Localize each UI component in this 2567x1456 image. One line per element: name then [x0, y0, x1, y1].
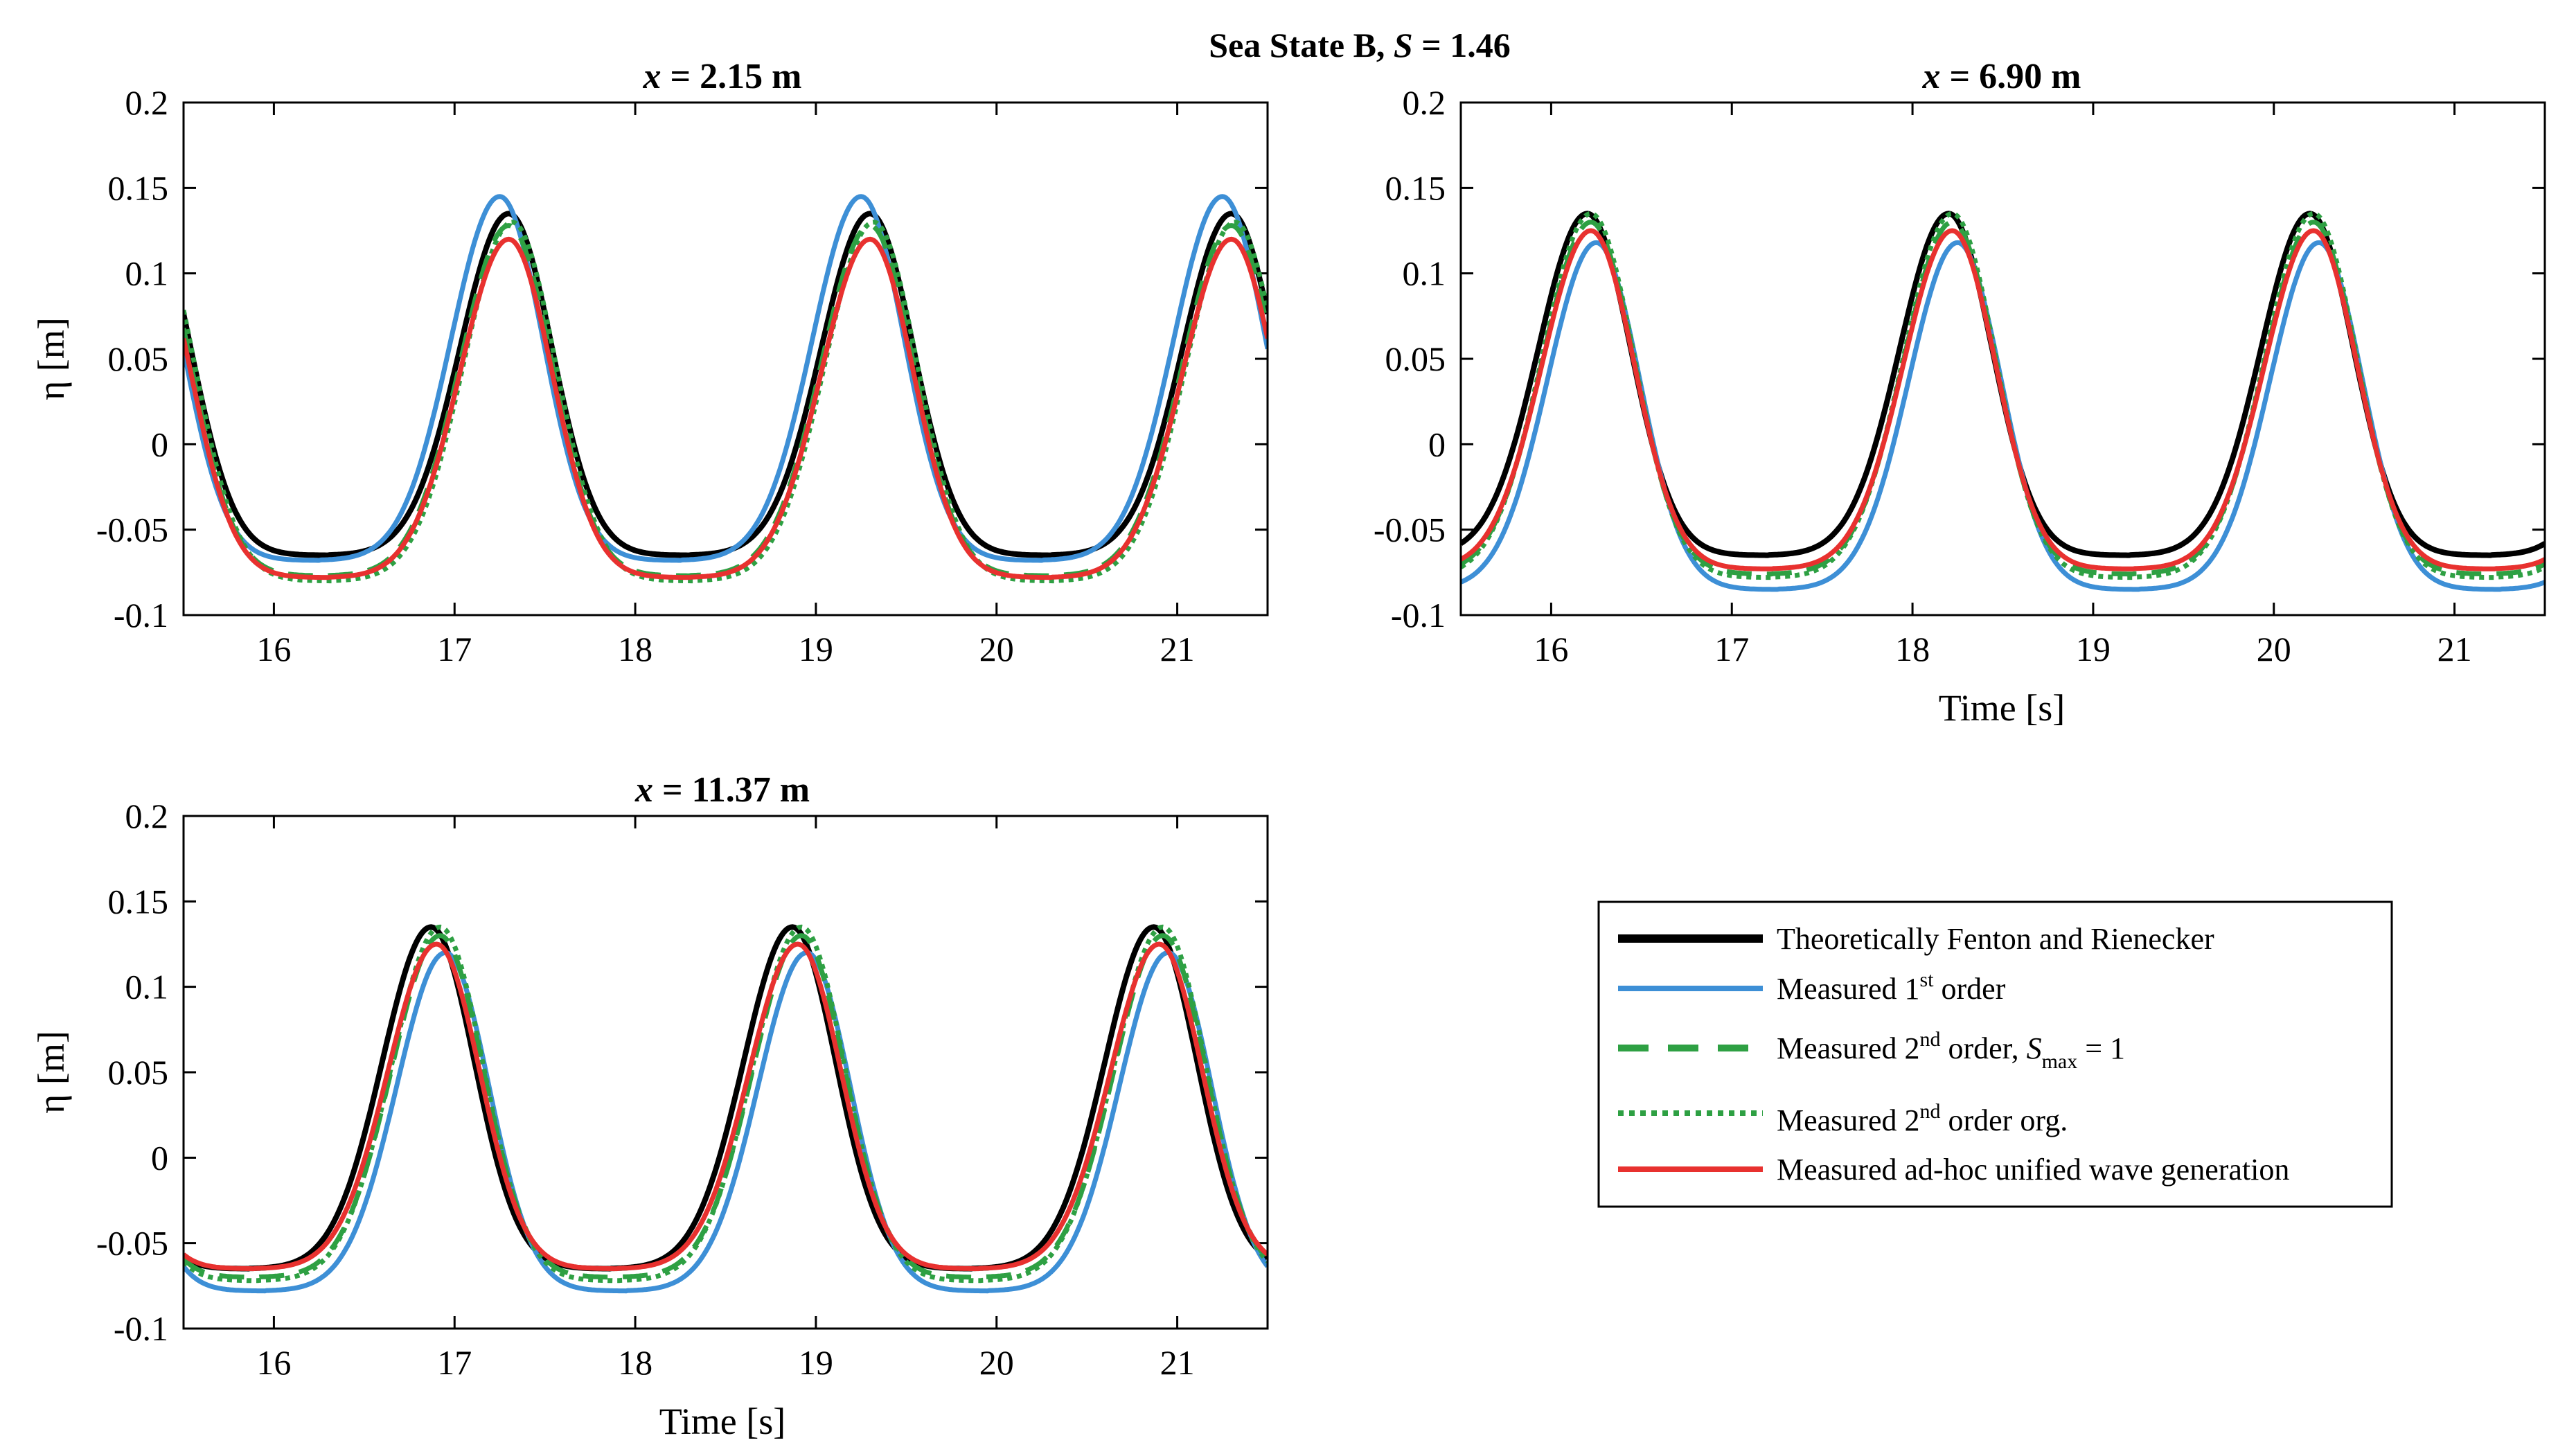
- y-tick-label: 0.15: [108, 168, 169, 207]
- legend-second-mid: order,: [1941, 1031, 2027, 1065]
- panel-x-11-37: x = 11.37 m 16 17 18 19 20 21 -0.1 -0.05 0 0.05 0.…: [30, 770, 1269, 1442]
- figure-title-s: S: [1394, 26, 1413, 64]
- x-tick-label: 21: [2437, 630, 2472, 668]
- legend-first-pre: Measured 1: [1777, 972, 1920, 1006]
- y-tick-label: 0.2: [125, 83, 169, 122]
- y-tick-label: -0.1: [114, 596, 168, 634]
- legend-first-post: order: [1934, 972, 2006, 1006]
- series-layer: [184, 924, 1268, 1294]
- series-layer: [1461, 211, 2545, 592]
- x-axis-label: Time [s]: [1939, 687, 2066, 729]
- series-line-unified: [1461, 228, 2545, 571]
- panel-x-6-90: x = 6.90 m 16 17 18 19 20 21 -0.1 -0.05 0 0.05 0.1…: [1374, 57, 2546, 729]
- y-tick-label: 0.15: [1385, 168, 1446, 207]
- plot-box: [1459, 101, 2546, 616]
- legend-second-post: = 1: [2077, 1031, 2125, 1065]
- y-tick-label: 0.05: [1385, 339, 1446, 378]
- y-axis-label: η [m]: [30, 317, 72, 400]
- x-tick-label: 18: [1895, 630, 1930, 668]
- y-tick-label: -0.1: [114, 1309, 168, 1348]
- ticks: 16 17 18 19 20 21 -0.1 -0.05 0 0.05 0.1 0.15 0.2: [96, 83, 1268, 668]
- x-tick-label: 17: [1714, 630, 1749, 668]
- series-line-unified: [184, 236, 1268, 580]
- x-tick-label: 16: [256, 630, 291, 668]
- panel-title: x = 6.90 m: [1922, 57, 2081, 96]
- panel-title-var: x: [634, 770, 653, 810]
- y-tick-label: 0.05: [108, 339, 169, 378]
- panel-x-2-15: x = 2.15 m 16 17 18 19 20 21 -0.1 -0.05 0 0.05 0.1…: [30, 57, 1269, 668]
- series-line-unified: [184, 941, 1268, 1272]
- x-axis-label: Time [s]: [659, 1401, 786, 1442]
- legend-first-sup: st: [1920, 968, 1935, 991]
- legend-label-second-org: Measured 2nd order org.: [1777, 1100, 2068, 1137]
- y-tick-label: 0.1: [125, 254, 169, 293]
- y-tick-label: 0.1: [1403, 254, 1446, 293]
- y-tick-label: 0.1: [125, 968, 169, 1006]
- plot-frame: [1459, 101, 2546, 616]
- legend-second-org-sup: nd: [1920, 1100, 1941, 1123]
- panel-title: x = 2.15 m: [643, 57, 802, 96]
- x-tick-label: 18: [618, 1343, 652, 1382]
- figure-title: Sea State B, S = 1.46: [1209, 26, 1510, 64]
- legend: Theoretically Fenton and Rienecker Measu…: [1597, 900, 2393, 1208]
- legend-label-unified: Measured ad-hoc unified wave generation: [1777, 1153, 2289, 1187]
- plot-frame: [182, 101, 1269, 616]
- series-line-theory: [184, 924, 1268, 1272]
- legend-second-sup: nd: [1920, 1028, 1941, 1051]
- x-tick-label: 19: [799, 1343, 833, 1382]
- y-tick-label: -0.05: [1374, 511, 1446, 549]
- x-tick-label: 16: [256, 1343, 291, 1382]
- x-tick-label: 19: [2076, 630, 2111, 668]
- series-line-first: [184, 194, 1268, 563]
- y-tick-label: 0.05: [108, 1053, 169, 1092]
- x-tick-label: 19: [799, 630, 833, 668]
- y-tick-label: 0: [151, 425, 168, 463]
- series-line-second-org: [184, 924, 1268, 1284]
- panel-title-rest: = 11.37 m: [653, 770, 810, 810]
- legend-label-second: Measured 2nd order, Smax = 1: [1777, 1028, 2125, 1073]
- x-tick-label: 17: [437, 630, 472, 668]
- y-tick-label: -0.05: [96, 511, 168, 549]
- plot-box: [182, 101, 1269, 616]
- figure-title-rest: = 1.46: [1413, 26, 1511, 64]
- series-line-first: [184, 950, 1268, 1294]
- legend-second-s: S: [2027, 1031, 2042, 1065]
- panel-title-rest: = 6.90 m: [1941, 57, 2081, 96]
- panel-title-var: x: [1922, 57, 1941, 96]
- figure-title-main: Sea State B,: [1209, 26, 1394, 64]
- legend-label-theory: Theoretically Fenton and Rienecker: [1777, 922, 2214, 956]
- legend-second-org-pre: Measured 2: [1777, 1103, 1920, 1137]
- x-tick-label: 20: [979, 1343, 1014, 1382]
- plot-frame: [182, 815, 1269, 1330]
- legend-second-pre: Measured 2: [1777, 1031, 1920, 1065]
- ticks: 16 17 18 19 20 21 -0.1 -0.05 0 0.05 0.1 0.15 0.2: [1374, 83, 2545, 668]
- y-tick-label: 0: [151, 1138, 168, 1177]
- x-tick-label: 21: [1160, 630, 1195, 668]
- y-axis-label: η [m]: [30, 1031, 72, 1114]
- series-layer: [184, 194, 1268, 584]
- y-tick-label: 0: [1428, 425, 1446, 463]
- y-tick-label: -0.05: [96, 1224, 168, 1263]
- y-tick-label: 0.15: [108, 882, 169, 921]
- x-tick-label: 17: [437, 1343, 472, 1382]
- legend-box: [1597, 900, 2393, 1208]
- x-tick-label: 16: [1534, 630, 1568, 668]
- x-tick-label: 18: [618, 630, 652, 668]
- panel-title-rest: = 2.15 m: [661, 57, 802, 96]
- x-tick-label: 21: [1160, 1343, 1195, 1382]
- panel-title: x = 11.37 m: [634, 770, 810, 810]
- y-tick-label: 0.2: [125, 797, 169, 835]
- y-tick-label: 0.2: [1403, 83, 1446, 122]
- panel-title-var: x: [643, 57, 661, 96]
- legend-second-sub: max: [2042, 1050, 2078, 1073]
- y-tick-label: -0.1: [1391, 596, 1446, 634]
- legend-label-first: Measured 1st order: [1777, 968, 2006, 1006]
- x-tick-label: 20: [979, 630, 1014, 668]
- x-tick-label: 20: [2257, 630, 2291, 668]
- ticks: 16 17 18 19 20 21 -0.1 -0.05 0 0.05 0.1 0.15 0.2: [96, 797, 1268, 1382]
- legend-second-org-post: order org.: [1941, 1103, 2068, 1137]
